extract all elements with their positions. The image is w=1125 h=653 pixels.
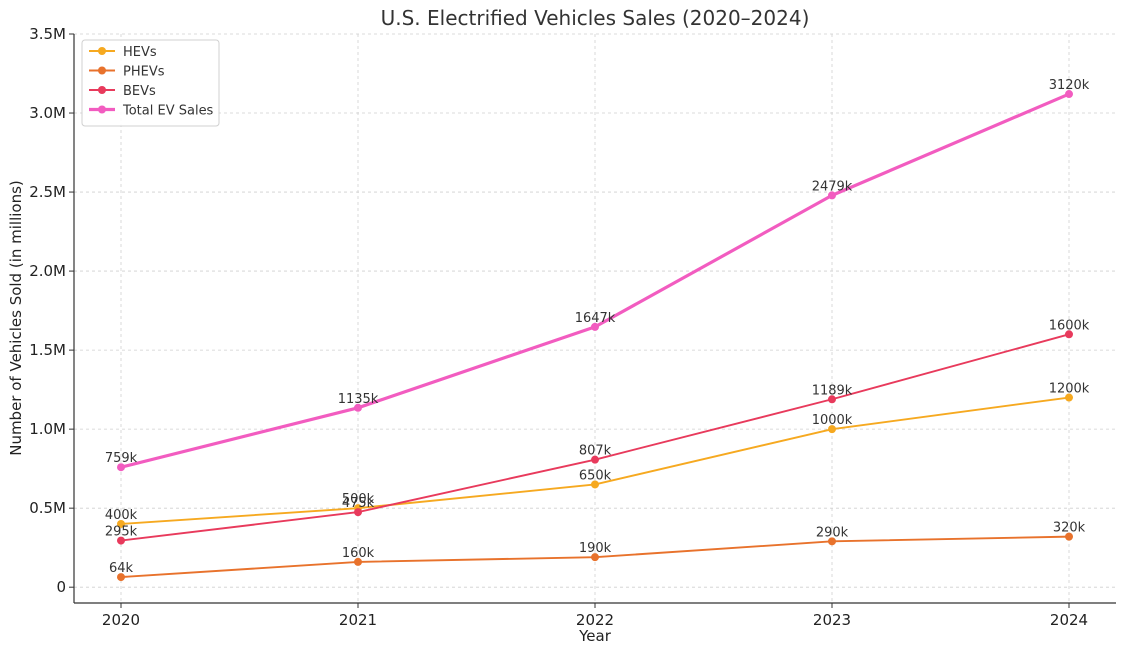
series-lines bbox=[117, 90, 1073, 582]
legend-label-bevs: BEVs bbox=[123, 84, 156, 99]
bevs-data-label: 1189k bbox=[812, 383, 853, 398]
y-tick-label: 1.5M bbox=[29, 341, 66, 359]
hevs-data-label: 1000k bbox=[812, 413, 853, 428]
x-tick-label: 2022 bbox=[576, 611, 614, 629]
hevs-data-label: 1200k bbox=[1049, 382, 1090, 397]
phevs-point bbox=[354, 557, 362, 566]
total-ev-sales-data-label: 3120k bbox=[1049, 78, 1090, 93]
phevs-data-label: 190k bbox=[579, 541, 612, 556]
phevs-point bbox=[591, 553, 599, 562]
hevs-data-label: 400k bbox=[105, 508, 138, 523]
legend-label-total-ev-sales: Total EV Sales bbox=[122, 104, 214, 119]
total-ev-sales-data-label: 1647k bbox=[575, 311, 616, 326]
hevs-data-label: 500k bbox=[342, 492, 375, 507]
x-tick-label: 2024 bbox=[1050, 611, 1088, 629]
legend-marker-hevs bbox=[98, 47, 106, 55]
phevs-data-label: 320k bbox=[1053, 521, 1086, 536]
bevs-point bbox=[591, 455, 599, 464]
bevs-point bbox=[1065, 330, 1073, 339]
total-ev-sales-point bbox=[1065, 90, 1073, 99]
total-ev-sales-point bbox=[117, 463, 125, 472]
y-tick-label: 2.5M bbox=[29, 183, 66, 201]
axes: 0 0.5M 1.0M 1.5M 2.0M 2.5M 3.0M 3.5M 2020 2021 202… bbox=[29, 25, 1116, 629]
bevs-data-label: 807k bbox=[579, 444, 612, 459]
total-ev-sales-data-label: 2479k bbox=[812, 179, 853, 194]
legend-marker-total-ev-sales bbox=[98, 105, 106, 114]
y-tick-label: 0 bbox=[56, 578, 66, 596]
total-ev-sales-point bbox=[591, 322, 599, 331]
y-tick-label: 2.0M bbox=[29, 262, 66, 280]
y-tick-label: 1.0M bbox=[29, 420, 66, 438]
phevs-data-label: 160k bbox=[342, 546, 375, 561]
hevs-point bbox=[1065, 393, 1073, 402]
x-axis-title: Year bbox=[578, 627, 612, 645]
hevs-data-label: 650k bbox=[579, 468, 612, 483]
total-ev-sales-data-label: 759k bbox=[105, 451, 138, 466]
bevs-data-label: 1600k bbox=[1049, 318, 1090, 333]
bevs-data-label: 475k bbox=[342, 496, 375, 511]
phevs-point bbox=[1065, 532, 1073, 541]
y-tick-label: 0.5M bbox=[29, 499, 66, 517]
phevs-data-label: 290k bbox=[816, 525, 849, 540]
legend-marker-bevs bbox=[98, 86, 106, 94]
total-ev-sales-point bbox=[828, 191, 836, 200]
x-tick-label: 2020 bbox=[102, 611, 140, 629]
legend: HEVs PHEVs BEVs Total EV Sales bbox=[81, 39, 220, 127]
x-tick-label: 2023 bbox=[813, 611, 851, 629]
y-axis-title: Number of Vehicles Sold (in millions) bbox=[7, 180, 25, 456]
y-tick-label: 3.5M bbox=[29, 25, 66, 43]
phevs-data-label: 64k bbox=[109, 561, 134, 576]
legend-label-hevs: HEVs bbox=[123, 45, 157, 60]
bevs-point bbox=[828, 395, 836, 404]
x-tick-label: 2021 bbox=[339, 611, 377, 629]
legend-label-phevs: PHEVs bbox=[123, 65, 165, 80]
phevs-point bbox=[828, 537, 836, 546]
chart-title: U.S. Electrified Vehicles Sales (2020–20… bbox=[381, 6, 810, 30]
hevs-point bbox=[591, 480, 599, 489]
bevs-point bbox=[354, 508, 362, 517]
legend-marker-phevs bbox=[98, 66, 106, 75]
y-tick-label: 3.0M bbox=[29, 104, 66, 122]
legend-box bbox=[81, 39, 220, 127]
phevs-point bbox=[117, 573, 125, 582]
hevs-point bbox=[117, 519, 125, 528]
total-ev-sales-data-label: 1135k bbox=[338, 392, 379, 407]
bevs-point bbox=[117, 536, 125, 545]
bevs-data-label: 295k bbox=[105, 525, 138, 540]
hevs-point bbox=[828, 425, 836, 434]
total-ev-sales-point bbox=[354, 403, 362, 412]
data-labels: 400k 500k 650k 1000k 1200k 64k 160k 190k 290k 320… bbox=[105, 78, 1090, 576]
